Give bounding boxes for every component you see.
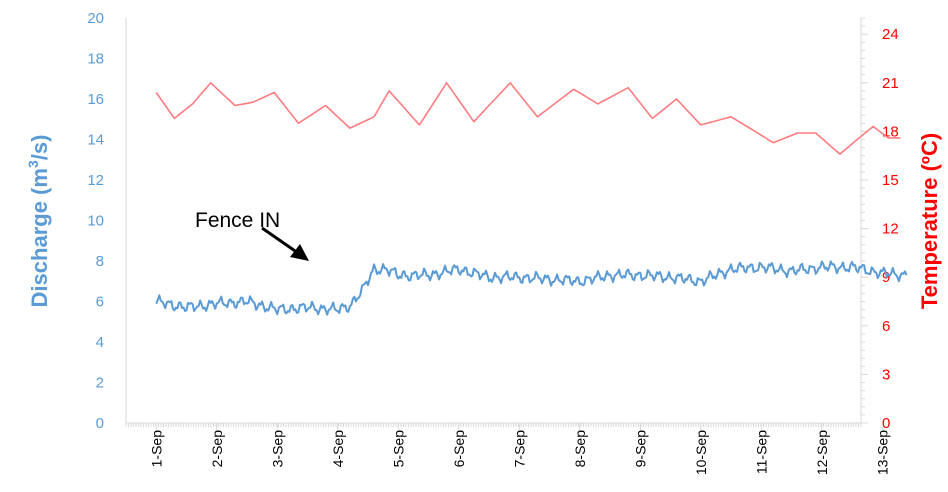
y-right-tick-label: 3 xyxy=(882,366,890,383)
x-tick-label: 3-Sep xyxy=(269,430,285,468)
y-left-tick-label: 8 xyxy=(96,253,104,270)
y-left-tick-label: 6 xyxy=(96,294,104,311)
y-left-tick-label: 16 xyxy=(87,91,104,108)
annotation-arrow-head xyxy=(290,244,309,261)
y-left-tick-label: 2 xyxy=(96,375,104,392)
y-right-tick-label: 12 xyxy=(882,221,899,238)
series-discharge-line xyxy=(155,260,908,316)
y-right-tick-label: 24 xyxy=(882,26,899,43)
y-right-tick-label: 6 xyxy=(882,318,890,335)
right-minor-ticks xyxy=(861,17,865,424)
y-left-tick-label: 14 xyxy=(87,132,104,149)
x-tick-label: 10-Sep xyxy=(693,430,709,475)
x-tick-label: 13-Sep xyxy=(874,430,890,475)
y-left-tick-label: 0 xyxy=(96,415,104,432)
x-tick-label: 11-Sep xyxy=(753,430,769,474)
x-tick-label: 4-Sep xyxy=(330,430,346,468)
y-left-tick-label: 18 xyxy=(87,51,104,68)
y-left-tick-label: 4 xyxy=(96,334,104,351)
x-tick-label: 6-Sep xyxy=(451,430,467,468)
x-tick-label: 8-Sep xyxy=(572,430,588,468)
y-left-tick-label: 12 xyxy=(87,172,104,189)
y-left-tick-label: 20 xyxy=(87,10,104,27)
series-temperature-line xyxy=(155,82,901,155)
x-tick-labels: 1-Sep 2-Sep 3-Sep 4-Sep 5-Sep 6-Sep 7-Sep 8-Sep… xyxy=(148,423,890,475)
annotation-arrow xyxy=(261,226,309,261)
y-axis-label-right: Temperature (ºC) xyxy=(917,133,942,309)
y-right-tick-label: 15 xyxy=(882,172,899,189)
annotation-arrow-line xyxy=(261,226,299,255)
y-left-tick-label: 10 xyxy=(87,213,104,230)
y-right-tick-label: 21 xyxy=(882,75,899,92)
x-minor-ticks xyxy=(125,423,862,427)
y-right-tick-label: 0 xyxy=(882,415,890,432)
x-tick-label: 12-Sep xyxy=(814,430,830,475)
annotation-fence-in: Fence IN xyxy=(195,209,280,232)
x-tick-label: 5-Sep xyxy=(390,430,406,468)
x-tick-label: 7-Sep xyxy=(511,430,527,468)
left-tick-labels: 0 2 4 6 8 10 12 14 16 18 20 xyxy=(87,10,104,432)
y-axis-label-left: Discharge (m3/s) xyxy=(25,135,52,308)
x-tick-label: 2-Sep xyxy=(209,430,225,468)
x-tick-label: 1-Sep xyxy=(148,430,164,468)
x-tick-label: 9-Sep xyxy=(632,430,648,468)
y-axis-label-left-sup: 3 xyxy=(25,160,41,168)
series-layer xyxy=(155,82,908,316)
